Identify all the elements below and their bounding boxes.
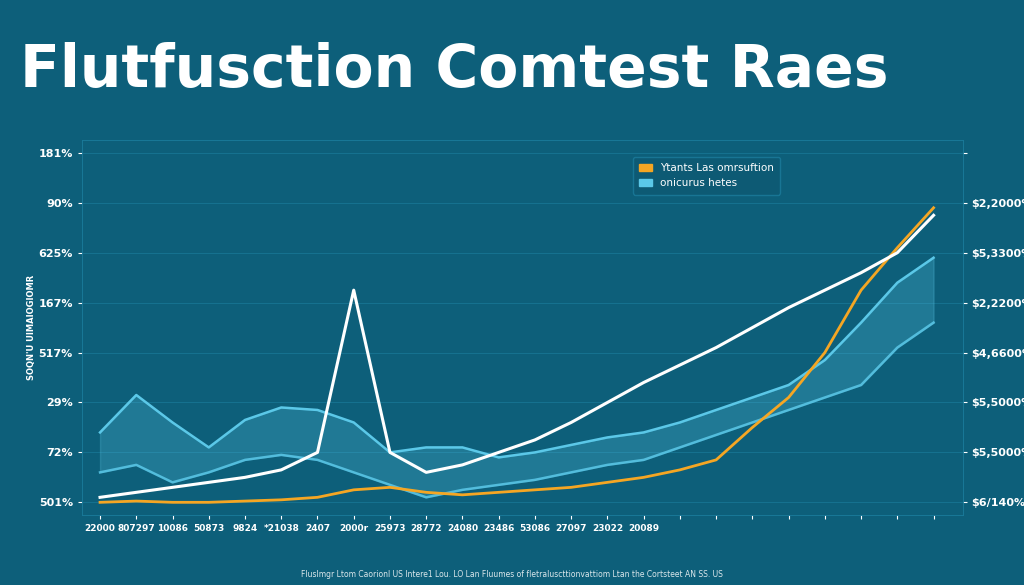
- Y-axis label: SOQN'U UIMAIOGIOMR: SOQN'U UIMAIOGIOMR: [27, 275, 36, 380]
- Text: Fluslmgr Ltom Caorionl US Intere1 Lou. LO Lan Fluumes of fletraluscttionvattiom : Fluslmgr Ltom Caorionl US Intere1 Lou. L…: [301, 570, 723, 579]
- Legend: Ytants Las omrsuftion, onicurus hetes: Ytants Las omrsuftion, onicurus hetes: [633, 157, 780, 195]
- Text: Flutfusction Comtest Raes: Flutfusction Comtest Raes: [20, 42, 889, 99]
